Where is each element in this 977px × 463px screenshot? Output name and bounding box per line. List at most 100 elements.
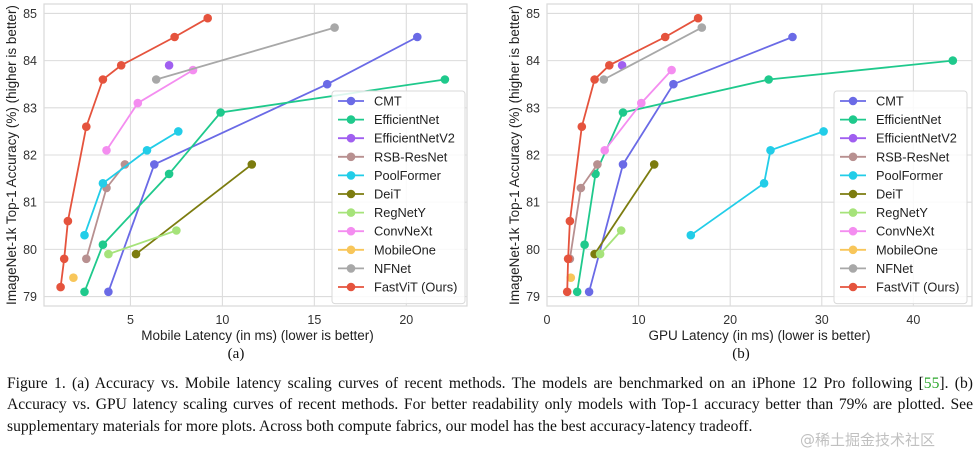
legend-box bbox=[331, 90, 466, 305]
y-tick-label: 79 bbox=[526, 290, 540, 304]
x-tick-label: 10 bbox=[632, 313, 646, 327]
legend-marker bbox=[848, 189, 858, 199]
x-tick-label: 0 bbox=[544, 313, 551, 327]
data-point bbox=[104, 249, 113, 259]
data-point bbox=[759, 179, 769, 188]
series-line bbox=[108, 229, 177, 255]
data-point bbox=[617, 61, 627, 70]
data-point bbox=[649, 160, 659, 169]
series-poolformer bbox=[80, 127, 183, 240]
data-point bbox=[59, 254, 69, 264]
series-line bbox=[593, 163, 655, 255]
legend-marker bbox=[848, 115, 858, 124]
series-efficientnetv2 bbox=[617, 61, 627, 70]
series-cmt bbox=[104, 32, 422, 297]
legend-marker bbox=[848, 96, 858, 106]
legend-label: NFNet bbox=[374, 261, 411, 276]
legend-marker bbox=[346, 152, 356, 162]
data-point bbox=[590, 75, 599, 84]
data-point bbox=[174, 127, 183, 136]
legend-item: RegNetY bbox=[338, 205, 426, 220]
legend-item: RSB-ResNet bbox=[338, 149, 448, 164]
series-regnety bbox=[104, 226, 181, 259]
data-point bbox=[819, 127, 828, 136]
y-tick-label: 80 bbox=[23, 243, 37, 257]
y-tick-label: 85 bbox=[23, 7, 37, 21]
x-tick-label: 10 bbox=[215, 313, 229, 327]
legend-marker bbox=[346, 208, 356, 217]
legend-label: RSB-ResNet bbox=[374, 149, 448, 164]
y-axis-label: ImageNet-1k Top-1 Accuracy (%) (higher i… bbox=[507, 5, 522, 305]
legend-marker bbox=[848, 282, 858, 292]
data-point bbox=[69, 273, 78, 283]
y-tick-label: 82 bbox=[23, 149, 37, 163]
legend-item: PoolFormer bbox=[840, 168, 944, 183]
legend-marker bbox=[346, 264, 356, 273]
legend-label: CMT bbox=[876, 94, 904, 109]
legend-marker bbox=[346, 282, 356, 292]
data-point bbox=[616, 226, 626, 235]
data-point bbox=[120, 160, 130, 169]
series-fastvit-ours bbox=[56, 13, 212, 292]
data-point bbox=[580, 240, 589, 249]
series-line bbox=[59, 17, 209, 288]
data-point bbox=[669, 79, 678, 89]
legend-item: NFNet bbox=[338, 261, 411, 276]
legend-label: ConvNeXt bbox=[374, 224, 433, 239]
y-tick-label: 85 bbox=[526, 7, 540, 21]
data-point bbox=[131, 249, 141, 259]
series-line bbox=[588, 36, 793, 293]
legend-item: ConvNeXt bbox=[840, 224, 935, 239]
series-efficientnetv2 bbox=[164, 61, 174, 70]
legend-label: RSB-ResNet bbox=[876, 149, 950, 164]
data-point bbox=[563, 254, 573, 264]
citation-link[interactable]: 55 bbox=[923, 375, 940, 392]
data-point bbox=[577, 122, 587, 131]
series-line bbox=[155, 26, 335, 81]
legend: CMT EfficientNet EfficientNetV2 RSB-ResNet P… bbox=[833, 90, 968, 305]
y-tick-label: 84 bbox=[23, 54, 37, 68]
data-point bbox=[948, 56, 958, 65]
caption-suffix: ]. (b) Accuracy vs. GPU latency scaling … bbox=[7, 375, 973, 435]
data-point bbox=[82, 122, 91, 131]
legend-item: DeiT bbox=[840, 187, 903, 202]
data-point bbox=[766, 146, 775, 155]
data-point bbox=[440, 75, 450, 84]
legend-item: PoolFormer bbox=[338, 168, 442, 183]
data-point bbox=[593, 160, 602, 169]
series-mobileone bbox=[566, 273, 576, 283]
data-point bbox=[203, 13, 212, 23]
legend-label: MobileOne bbox=[876, 242, 938, 257]
data-point bbox=[576, 183, 586, 193]
data-point bbox=[584, 287, 594, 297]
data-point bbox=[142, 146, 152, 155]
x-tick-label: 30 bbox=[815, 313, 829, 327]
y-tick-label: 80 bbox=[526, 243, 540, 257]
data-point bbox=[413, 32, 422, 42]
legend-item: RegNetY bbox=[840, 205, 928, 220]
panel-label: (a) bbox=[228, 346, 245, 362]
legend-label: DeiT bbox=[876, 187, 903, 202]
legend-label: PoolFormer bbox=[374, 168, 442, 183]
data-point bbox=[686, 230, 696, 240]
legend-item: NFNet bbox=[840, 261, 913, 276]
legend-marker bbox=[848, 133, 858, 143]
x-tick-label: 20 bbox=[723, 313, 737, 327]
legend-marker bbox=[848, 152, 858, 162]
x-tick-label: 15 bbox=[307, 313, 321, 327]
series-line bbox=[83, 130, 179, 236]
caption-prefix: Figure 1. (a) Accuracy vs. Mobile latenc… bbox=[7, 375, 924, 392]
figure-caption: Figure 1. (a) Accuracy vs. Mobile latenc… bbox=[7, 373, 973, 437]
legend-item: EfficientNet bbox=[840, 112, 942, 127]
data-point bbox=[566, 273, 576, 283]
legend-label: EfficientNetV2 bbox=[876, 131, 957, 146]
data-point bbox=[667, 65, 676, 75]
legend-marker bbox=[346, 245, 356, 255]
series-convnext bbox=[600, 65, 676, 155]
legend-marker bbox=[848, 208, 858, 217]
series-poolformer bbox=[686, 127, 828, 240]
x-axis-label: Mobile Latency (in ms) (lower is better) bbox=[141, 328, 374, 343]
y-tick-label: 83 bbox=[526, 101, 540, 115]
legend-item: EfficientNetV2 bbox=[338, 131, 455, 146]
data-point bbox=[172, 226, 181, 235]
